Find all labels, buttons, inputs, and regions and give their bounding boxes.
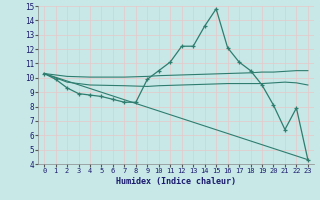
- X-axis label: Humidex (Indice chaleur): Humidex (Indice chaleur): [116, 177, 236, 186]
